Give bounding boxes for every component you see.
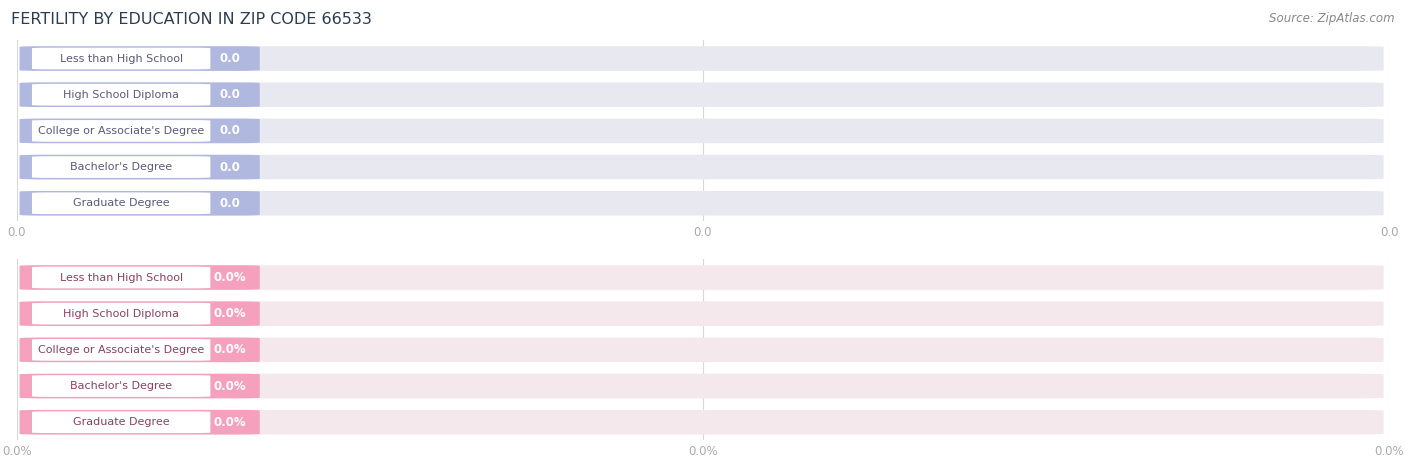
- FancyBboxPatch shape: [20, 265, 260, 290]
- Text: Bachelor's Degree: Bachelor's Degree: [70, 162, 172, 172]
- FancyBboxPatch shape: [20, 301, 260, 326]
- Text: High School Diploma: High School Diploma: [63, 89, 179, 100]
- FancyBboxPatch shape: [20, 374, 1384, 398]
- Text: 0.0: 0.0: [219, 197, 240, 210]
- FancyBboxPatch shape: [32, 156, 211, 178]
- FancyBboxPatch shape: [20, 337, 1384, 362]
- FancyBboxPatch shape: [20, 191, 260, 216]
- FancyBboxPatch shape: [20, 301, 1384, 326]
- FancyBboxPatch shape: [20, 155, 260, 179]
- FancyBboxPatch shape: [32, 48, 211, 69]
- FancyBboxPatch shape: [20, 119, 1384, 143]
- Text: 0.0%: 0.0%: [214, 343, 246, 357]
- FancyBboxPatch shape: [32, 339, 211, 361]
- Text: 0.0: 0.0: [219, 52, 240, 65]
- Text: College or Associate's Degree: College or Associate's Degree: [38, 345, 204, 355]
- FancyBboxPatch shape: [32, 303, 211, 325]
- Text: 0.0%: 0.0%: [1374, 445, 1405, 457]
- Text: Bachelor's Degree: Bachelor's Degree: [70, 381, 172, 391]
- Text: 0.0: 0.0: [693, 226, 713, 238]
- FancyBboxPatch shape: [32, 411, 211, 433]
- FancyBboxPatch shape: [20, 82, 260, 107]
- Text: Graduate Degree: Graduate Degree: [73, 198, 170, 208]
- FancyBboxPatch shape: [32, 267, 211, 288]
- FancyBboxPatch shape: [20, 191, 1384, 216]
- Text: 0.0: 0.0: [219, 160, 240, 174]
- Text: 0.0%: 0.0%: [688, 445, 718, 457]
- FancyBboxPatch shape: [20, 119, 260, 143]
- Text: FERTILITY BY EDUCATION IN ZIP CODE 66533: FERTILITY BY EDUCATION IN ZIP CODE 66533: [11, 12, 373, 27]
- FancyBboxPatch shape: [32, 120, 211, 142]
- Text: 0.0%: 0.0%: [214, 271, 246, 284]
- Text: Graduate Degree: Graduate Degree: [73, 417, 170, 427]
- FancyBboxPatch shape: [20, 337, 260, 362]
- FancyBboxPatch shape: [20, 155, 1384, 179]
- FancyBboxPatch shape: [32, 84, 211, 106]
- FancyBboxPatch shape: [20, 46, 260, 71]
- Text: 0.0: 0.0: [219, 124, 240, 138]
- FancyBboxPatch shape: [20, 265, 1384, 290]
- Text: 0.0: 0.0: [7, 226, 27, 238]
- Text: Source: ZipAtlas.com: Source: ZipAtlas.com: [1270, 12, 1395, 25]
- FancyBboxPatch shape: [32, 375, 211, 397]
- Text: 0.0%: 0.0%: [214, 416, 246, 429]
- FancyBboxPatch shape: [20, 410, 260, 435]
- FancyBboxPatch shape: [20, 46, 1384, 71]
- Text: College or Associate's Degree: College or Associate's Degree: [38, 126, 204, 136]
- FancyBboxPatch shape: [32, 192, 211, 214]
- Text: 0.0%: 0.0%: [214, 379, 246, 393]
- FancyBboxPatch shape: [20, 82, 1384, 107]
- Text: 0.0: 0.0: [1379, 226, 1399, 238]
- Text: High School Diploma: High School Diploma: [63, 308, 179, 319]
- Text: 0.0%: 0.0%: [214, 307, 246, 320]
- FancyBboxPatch shape: [20, 410, 1384, 435]
- Text: Less than High School: Less than High School: [59, 53, 183, 64]
- Text: 0.0%: 0.0%: [1, 445, 32, 457]
- Text: Less than High School: Less than High School: [59, 272, 183, 283]
- FancyBboxPatch shape: [20, 374, 260, 398]
- Text: 0.0: 0.0: [219, 88, 240, 101]
